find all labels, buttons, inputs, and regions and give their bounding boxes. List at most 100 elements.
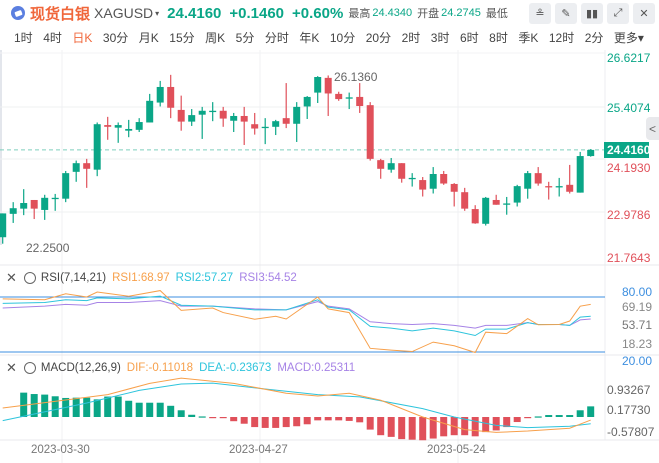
rsi-settings-icon[interactable] (23, 272, 36, 284)
macd-bar (377, 417, 385, 436)
timeframe-3[interactable]: 30分 (102, 30, 129, 45)
candle-body (587, 149, 595, 157)
timeframe-5[interactable]: 15分 (169, 30, 195, 45)
candlestick-icon[interactable]: ▮▮ (581, 3, 603, 24)
rsi-title: RSI(7,14,21) (40, 272, 107, 284)
candle-body (62, 173, 70, 199)
macd-bar (408, 417, 416, 440)
timeframe-8[interactable]: 分时 (264, 30, 289, 45)
macd-bar (429, 417, 437, 439)
timeframe-6[interactable]: 周K (205, 30, 226, 45)
macd-settings-icon[interactable] (23, 362, 36, 374)
candle-body (167, 86, 175, 108)
candle-body (492, 199, 500, 205)
close-rsi-icon[interactable]: ✕ (6, 270, 17, 285)
macd-bar (345, 417, 353, 421)
date-label: 2023-05-24 (427, 444, 486, 456)
chevron-down-icon[interactable]: ▾ (155, 8, 160, 18)
candle-body (576, 156, 584, 193)
last-price: 24.4160 (167, 4, 222, 22)
candle-body (93, 124, 101, 170)
timeframe-13[interactable]: 3时 (430, 30, 450, 45)
date-label: 2023-04-27 (229, 444, 288, 456)
price-change-pct: +0.60% (292, 4, 344, 22)
dea-line (2, 382, 591, 429)
macd-bar (93, 399, 101, 417)
price-axis-label: 22.9786 (607, 208, 651, 222)
macd-bar (555, 415, 563, 417)
close-macd-icon[interactable]: ✕ (6, 360, 17, 375)
candle-body (461, 192, 469, 209)
symbol-selector[interactable]: XAGUSD (94, 5, 154, 21)
candle-body (377, 160, 385, 169)
candle-body (272, 121, 280, 127)
rsi-axis-label: 18.23 (622, 337, 652, 351)
candle-body (209, 110, 217, 113)
macd-bar (251, 417, 259, 428)
timeframe-11[interactable]: 20分 (365, 30, 392, 45)
dif-value: DIF:-0.11018 (126, 362, 194, 374)
rsi-axis-label: 69.19 (622, 300, 652, 314)
silver-logo-icon (11, 6, 25, 20)
timeframe-17[interactable]: 12时 (548, 30, 575, 45)
candle-body (251, 124, 259, 129)
candle-body (471, 209, 479, 224)
timeframe-12[interactable]: 2时 (401, 30, 421, 45)
candle-body (9, 208, 17, 214)
macd-bar (198, 416, 206, 418)
candle-body (125, 128, 133, 131)
rsi3-line (2, 300, 591, 329)
candle-body (20, 203, 28, 209)
timeframe-2[interactable]: 日K (72, 30, 93, 45)
candle-body (261, 126, 269, 129)
macd-bar (576, 410, 584, 417)
macd-value: MACD:0.25311 (277, 362, 356, 374)
macd-bar (209, 417, 217, 419)
rsi1-value: RSI1:68.97 (112, 272, 170, 284)
macd-bar (366, 417, 374, 430)
candle-body (293, 106, 301, 124)
macd-bar (513, 417, 521, 423)
candle-body (440, 174, 448, 184)
pen-icon[interactable]: ✎ (555, 3, 577, 24)
collapse-panel-button[interactable]: < (646, 117, 659, 140)
quote-header: 现货白银 XAGUSD ▾ 24.4160 +0.1460 +0.60% 最高 … (0, 0, 525, 26)
candle-body (188, 115, 196, 122)
macd-bar (167, 405, 175, 417)
rsi2-value: RSI2:57.27 (175, 272, 234, 284)
candle-body (450, 183, 458, 192)
candle-body (429, 174, 437, 189)
macd-bar (272, 417, 280, 428)
timeframe-0[interactable]: 1时 (14, 30, 33, 45)
candle-body (146, 100, 154, 123)
candle-body (555, 186, 563, 188)
candle-body (314, 77, 322, 93)
timeframe-1[interactable]: 4时 (43, 30, 62, 45)
timeframe-18[interactable]: 2分 (584, 30, 604, 45)
timeframe-9[interactable]: 年K (299, 30, 320, 45)
candle-body (545, 186, 553, 188)
rsi-header: ✕ RSI(7,14,21) RSI1:68.97 RSI2:57.27 RSI… (6, 270, 297, 286)
timeframe-19[interactable]: 更多▾ (613, 30, 644, 45)
timeframe-15[interactable]: 8时 (489, 30, 508, 45)
timeframe-7[interactable]: 5分 (235, 30, 255, 45)
expand-icon[interactable]: ⤢ (607, 3, 629, 24)
candle-body (366, 105, 374, 159)
candle-body (72, 163, 80, 172)
candle-body (230, 115, 238, 121)
chart-toolbar: ≗ ✎ ▮▮ ⤢ ✕ (529, 3, 655, 24)
indicator-icon[interactable]: ≗ (529, 3, 551, 24)
candle-body (135, 122, 143, 130)
timeframe-14[interactable]: 6时 (459, 30, 479, 45)
timeframe-10[interactable]: 10分 (329, 30, 356, 45)
low-label: 最低 (485, 8, 508, 20)
timeframe-4[interactable]: 月K (138, 30, 159, 45)
price-change: +0.1460 (229, 4, 285, 22)
candle-body (30, 199, 38, 209)
timeframe-16[interactable]: 季K (518, 30, 539, 45)
candle-body (408, 177, 416, 180)
candle-body (419, 180, 427, 190)
close-icon[interactable]: ✕ (633, 3, 655, 24)
macd-bar (471, 417, 479, 437)
